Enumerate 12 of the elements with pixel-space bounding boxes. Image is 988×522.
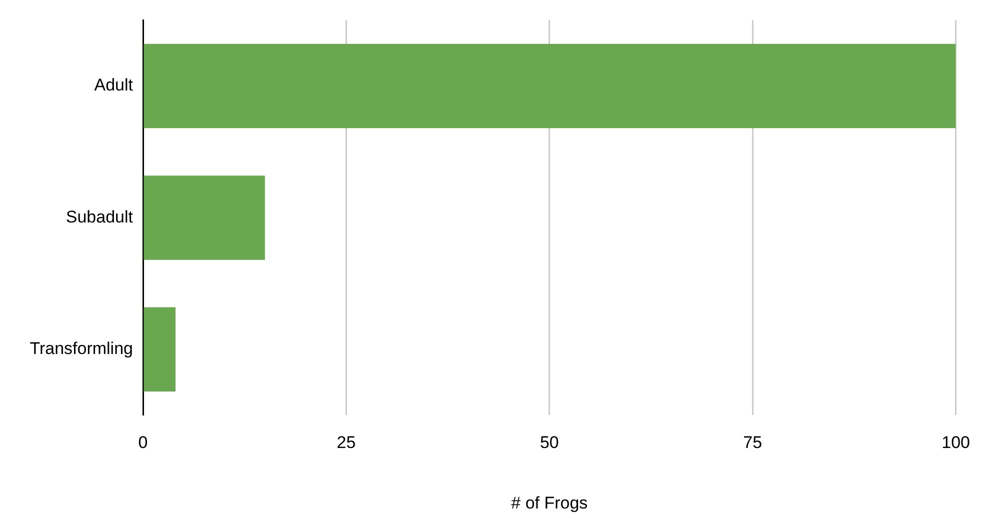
x-tick-label: 25	[336, 433, 356, 452]
x-tick-label: 0	[138, 433, 148, 452]
y-tick-label: Subadult	[66, 207, 134, 226]
x-tick-label: 50	[540, 433, 559, 452]
x-tick-label: 75	[743, 433, 762, 452]
bar	[144, 176, 265, 260]
x-axis-title: # of Frogs	[511, 493, 588, 512]
x-tick-label: 100	[942, 433, 970, 452]
bar	[144, 44, 956, 128]
y-tick-label: Transformling	[30, 339, 133, 358]
bar	[144, 307, 176, 392]
y-tick-label: Adult	[94, 76, 134, 95]
